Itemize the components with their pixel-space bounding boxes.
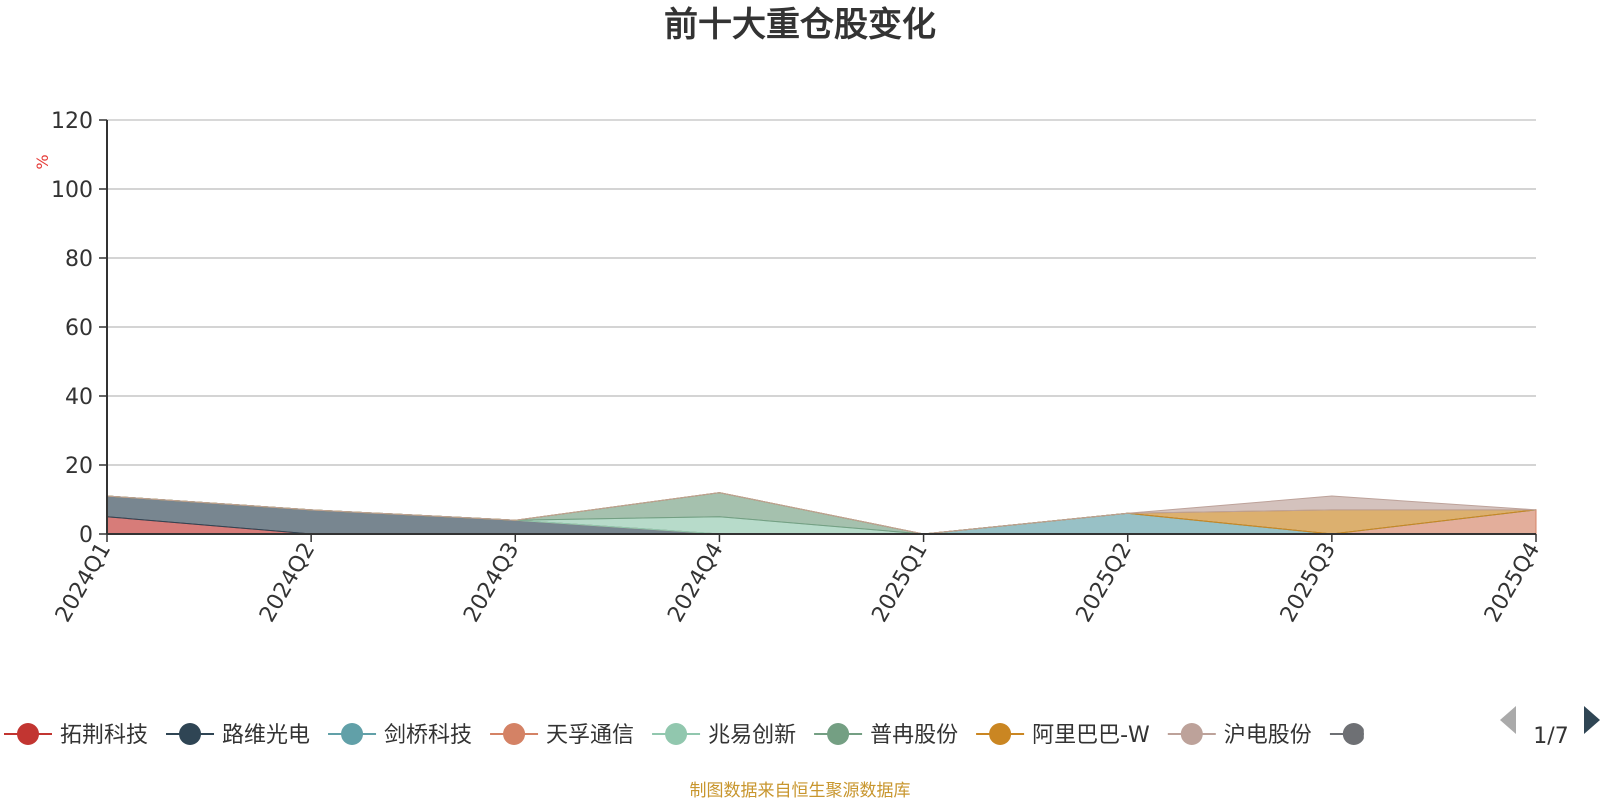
x-tick-label: 2024Q2 bbox=[255, 539, 320, 627]
x-tick-label: 2024Q4 bbox=[663, 539, 728, 627]
y-axis-unit: % bbox=[33, 154, 52, 169]
legend-label: 天孚通信 bbox=[546, 723, 634, 748]
x-tick-label: 2025Q1 bbox=[867, 539, 932, 627]
legend-prev-button[interactable] bbox=[1500, 706, 1516, 734]
x-tick-label: 2025Q3 bbox=[1276, 539, 1341, 627]
x-tick-label: 2024Q3 bbox=[459, 539, 524, 627]
legend-marker bbox=[1342, 723, 1364, 745]
data-source-note: 制图数据来自恒生聚源数据库 bbox=[690, 781, 911, 800]
legend-marker bbox=[179, 723, 202, 745]
area-layer bbox=[106, 492, 1537, 535]
legend-page-indicator: 1/7 bbox=[1533, 724, 1568, 749]
x-tick-label: 2024Q1 bbox=[51, 539, 116, 627]
y-tick-label: 0 bbox=[79, 523, 93, 548]
y-tick-label: 20 bbox=[65, 454, 93, 479]
legend: 拓荆科技 路维光电 剑桥科技 天孚通信 兆易创新 普冉股份 阿里巴巴-W 沪电股份 bbox=[4, 723, 1364, 748]
grid-layer bbox=[107, 119, 1536, 466]
legend-item-3[interactable]: 剑桥科技 bbox=[328, 723, 472, 748]
legend-marker bbox=[665, 723, 688, 745]
axis-layer: 0 20 40 60 80 100 120 2024Q1 2024Q2 2024Q3 2024Q4 2… bbox=[51, 109, 1545, 627]
legend-marker bbox=[17, 723, 39, 745]
chart-title: 前十大重仓股变化 bbox=[664, 5, 936, 45]
y-tick-label: 80 bbox=[65, 247, 93, 272]
legend-label: 普冉股份 bbox=[870, 723, 958, 748]
legend-item-6[interactable]: 普冉股份 bbox=[814, 723, 958, 748]
x-tick-label: 2025Q2 bbox=[1072, 539, 1137, 627]
y-tick-label: 100 bbox=[51, 178, 93, 203]
legend-item-7[interactable]: 阿里巴巴-W bbox=[976, 723, 1150, 748]
y-tick-label: 60 bbox=[65, 316, 93, 341]
legend-marker bbox=[503, 723, 526, 745]
legend-item-4[interactable]: 天孚通信 bbox=[490, 723, 634, 748]
y-tick-label: 120 bbox=[51, 109, 93, 134]
legend-label: 沪电股份 bbox=[1224, 723, 1312, 748]
legend-label: 拓荆科技 bbox=[60, 723, 148, 748]
legend-item-2[interactable]: 路维光电 bbox=[166, 723, 310, 748]
legend-marker bbox=[827, 723, 850, 745]
legend-item-5[interactable]: 兆易创新 bbox=[652, 723, 796, 748]
legend-label: 路维光电 bbox=[222, 723, 310, 748]
legend-pager: 1/7 bbox=[1500, 706, 1600, 749]
area-series-8 bbox=[106, 492, 1537, 535]
legend-item-partial bbox=[1329, 723, 1364, 745]
legend-item-1[interactable]: 拓荆科技 bbox=[4, 723, 148, 748]
x-tick-label: 2025Q4 bbox=[1480, 539, 1545, 627]
legend-marker bbox=[341, 723, 364, 745]
legend-marker bbox=[1180, 723, 1203, 745]
y-tick-label: 40 bbox=[65, 385, 93, 410]
legend-next-button[interactable] bbox=[1584, 706, 1600, 734]
legend-item-8[interactable]: 沪电股份 bbox=[1167, 723, 1312, 748]
legend-label: 兆易创新 bbox=[708, 723, 796, 748]
legend-marker bbox=[989, 723, 1012, 745]
legend-label: 阿里巴巴-W bbox=[1032, 723, 1150, 748]
legend-label: 剑桥科技 bbox=[384, 723, 472, 748]
